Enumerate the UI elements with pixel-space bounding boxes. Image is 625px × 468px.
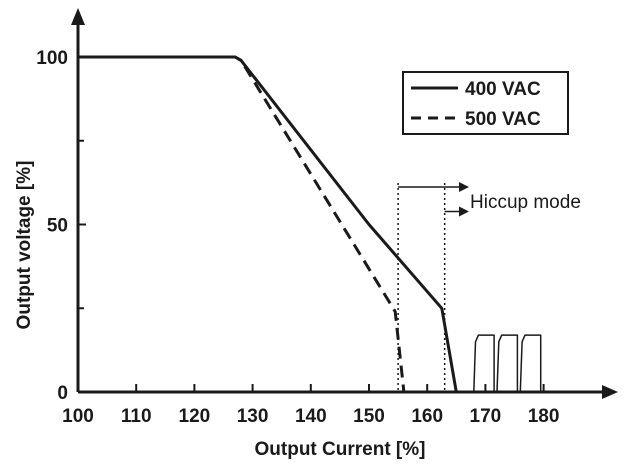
- x-tick-label: 140: [295, 406, 327, 427]
- x-ticks: 100 110 120 130 140 150 160 170 180: [62, 384, 559, 427]
- legend-label-500vac: 500 VAC: [465, 109, 541, 130]
- hiccup-mode-label: Hiccup mode: [470, 192, 581, 213]
- series-layer: [78, 55, 542, 393]
- x-tick-label: 110: [121, 406, 152, 427]
- y-axis-arrowhead: [71, 8, 85, 25]
- hiccup-annotation: [397, 182, 469, 392]
- x-tick-label: 130: [237, 406, 269, 427]
- x-tick-label: 120: [179, 406, 211, 427]
- x-tick-label: 180: [528, 406, 560, 427]
- y-tick-label: 50: [47, 216, 68, 237]
- legend-box: [402, 71, 569, 135]
- y-tick-label: 0: [57, 383, 68, 404]
- series-line-hiccup: [473, 334, 542, 393]
- legend-label-400vac: 400 VAC: [465, 79, 541, 100]
- x-axis-title: Output Current [%]: [255, 439, 426, 460]
- x-tick-label: 150: [353, 406, 385, 427]
- y-axis-title: Output voltage [%]: [14, 161, 35, 330]
- y-tick-label: 100: [36, 48, 68, 69]
- series-line-500vac: [78, 55, 406, 393]
- legend: 400 VAC 500 VAC: [402, 71, 569, 135]
- series-line-400vac: [78, 55, 458, 393]
- hiccup-arrowhead: [459, 206, 469, 217]
- x-tick-label: 160: [411, 406, 443, 427]
- x-tick-label: 100: [62, 406, 94, 427]
- x-axis-arrowhead: [602, 385, 618, 399]
- hiccup-arrowhead: [459, 182, 469, 192]
- x-tick-label: 170: [470, 406, 502, 427]
